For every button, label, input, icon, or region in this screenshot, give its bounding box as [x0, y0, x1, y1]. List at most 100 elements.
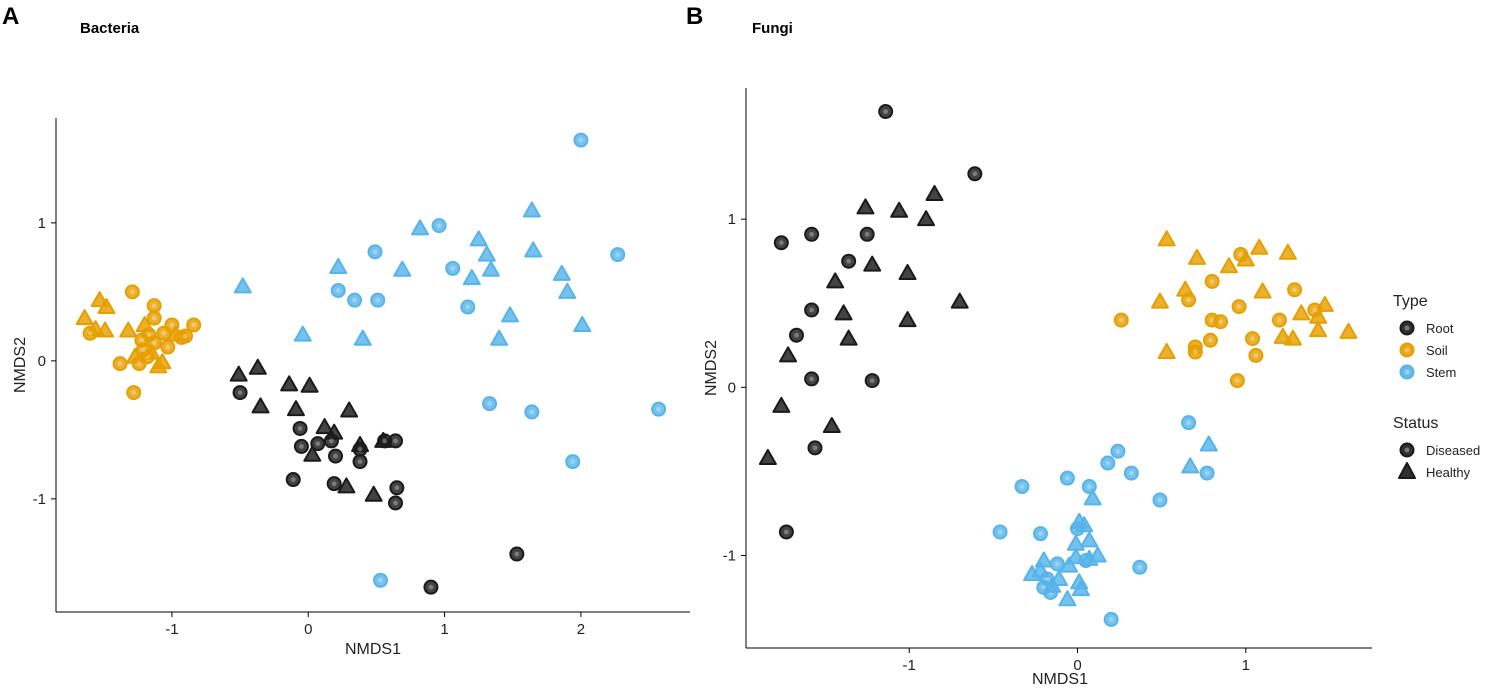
- point-root-healthy: [925, 184, 944, 201]
- point-stem-healthy: [1031, 561, 1050, 578]
- panel-a-x-tick-label: 2: [577, 621, 585, 638]
- point-stem-diseased-core: [1038, 531, 1043, 537]
- point-stem-healthy: [481, 260, 500, 277]
- point-soil-diseased: [124, 284, 140, 300]
- point-stem-diseased-core: [1115, 448, 1121, 454]
- point-root-diseased-core: [794, 332, 799, 338]
- panel-a-title: Bacteria: [80, 20, 140, 37]
- point-stem-diseased: [1152, 492, 1168, 508]
- point-stem-diseased-core: [1105, 460, 1111, 466]
- panel-a-y-tick-label: -1: [33, 491, 46, 508]
- panel-b-letter: B: [686, 3, 703, 30]
- legend-type-title: Type: [1393, 293, 1428, 310]
- point-stem-diseased-core: [1108, 617, 1114, 622]
- point-soil-diseased-core: [151, 303, 157, 309]
- point-stem-diseased: [482, 396, 498, 412]
- point-root-diseased-core: [846, 258, 852, 264]
- point-root-diseased-core: [331, 481, 337, 487]
- point-stem-healthy: [1066, 534, 1085, 551]
- point-stem-diseased-core: [1065, 475, 1070, 481]
- panel-b-x-tick-label: 1: [1242, 657, 1250, 674]
- point-root-healthy: [340, 401, 359, 418]
- point-root-healthy: [822, 417, 841, 434]
- point-root-diseased: [387, 495, 403, 511]
- point-soil-diseased: [1248, 347, 1264, 363]
- point-stem-healthy: [573, 315, 592, 332]
- point-root-diseased-core: [393, 500, 398, 506]
- point-root-healthy: [890, 201, 909, 218]
- point-root-healthy: [834, 304, 853, 321]
- point-soil-diseased-core: [1253, 352, 1259, 358]
- point-soil-diseased: [1233, 246, 1249, 262]
- point-soil-diseased: [1287, 282, 1303, 298]
- panel-a-x-tick-label: 1: [440, 621, 448, 638]
- panel-a-letter: A: [2, 3, 19, 30]
- panel-b-title: Fungi: [752, 20, 793, 37]
- point-stem-diseased-core: [487, 401, 492, 407]
- point-stem-diseased: [1110, 443, 1126, 459]
- panel-b-ticks: -1 0 1 -1 0 1: [723, 211, 1250, 674]
- point-root-diseased-core: [809, 307, 815, 313]
- point-soil-diseased-core: [140, 347, 146, 353]
- point-root-diseased-core: [297, 426, 303, 431]
- point-soil-healthy: [97, 298, 116, 315]
- legend-diseased-swatch: [1399, 442, 1415, 458]
- point-root-healthy: [772, 396, 791, 413]
- point-stem-diseased-core: [615, 252, 621, 258]
- point-stem-diseased: [347, 292, 363, 308]
- point-soil-diseased: [1204, 273, 1220, 289]
- point-root-healthy: [856, 198, 875, 215]
- point-root-diseased: [778, 524, 794, 540]
- point-stem-healthy: [558, 282, 577, 299]
- point-stem-diseased-core: [570, 459, 576, 464]
- point-soil-diseased: [126, 385, 142, 401]
- point-root-diseased: [285, 472, 301, 488]
- point-soil-diseased: [1229, 373, 1245, 389]
- panel-a-x-tick-label: -1: [165, 621, 178, 638]
- point-root-diseased-core: [315, 441, 321, 447]
- panel-b-x-label: NMDS1: [1032, 671, 1088, 688]
- point-stem-healthy: [233, 277, 252, 294]
- point-soil-healthy: [1157, 343, 1176, 360]
- point-root-diseased: [323, 433, 339, 449]
- point-soil-diseased: [1271, 312, 1287, 328]
- panel-a-bacteria: A Bacteria -1 0 1 2 -1 0 1 NMDS1 NMDS2: [2, 3, 690, 658]
- point-root-diseased: [509, 546, 525, 562]
- panel-b-x-tick-label: -1: [903, 657, 916, 674]
- point-root-diseased: [841, 253, 857, 269]
- point-stem-diseased-core: [578, 137, 584, 143]
- point-stem-healthy: [1071, 580, 1090, 597]
- point-root-healthy: [248, 358, 267, 375]
- point-root-healthy: [315, 418, 334, 435]
- point-root-diseased: [387, 433, 403, 449]
- point-root-diseased: [864, 373, 880, 389]
- point-soil-diseased-core: [1250, 336, 1255, 341]
- point-root-diseased-core: [393, 438, 398, 444]
- point-root-diseased-core: [783, 529, 789, 535]
- point-root-healthy: [251, 397, 270, 414]
- point-stem-diseased-core: [1044, 576, 1050, 582]
- point-stem-healthy: [1083, 489, 1102, 506]
- point-root-diseased-core: [778, 240, 784, 246]
- point-soil-diseased: [1213, 314, 1229, 330]
- point-root-diseased: [804, 226, 820, 242]
- point-root-healthy: [950, 292, 969, 309]
- panel-a-y-tick-label: 0: [38, 353, 46, 370]
- point-stem-healthy: [1199, 435, 1218, 452]
- point-root-diseased: [788, 327, 804, 343]
- point-stem-diseased-core: [465, 304, 471, 310]
- point-stem-diseased-core: [1137, 564, 1143, 570]
- point-stem-diseased: [1181, 415, 1197, 431]
- point-root-diseased: [310, 436, 326, 452]
- point-root-healthy: [917, 210, 936, 227]
- point-stem-diseased: [565, 454, 581, 470]
- point-stem-diseased: [460, 299, 476, 315]
- point-soil-healthy: [1253, 282, 1272, 299]
- point-stem-healthy: [469, 230, 488, 247]
- point-stem-diseased: [330, 282, 346, 298]
- point-root-healthy: [303, 445, 322, 462]
- point-soil-diseased-core: [169, 322, 175, 328]
- point-stem-healthy: [1043, 576, 1062, 593]
- point-root-healthy: [898, 311, 917, 328]
- point-root-healthy: [286, 400, 305, 417]
